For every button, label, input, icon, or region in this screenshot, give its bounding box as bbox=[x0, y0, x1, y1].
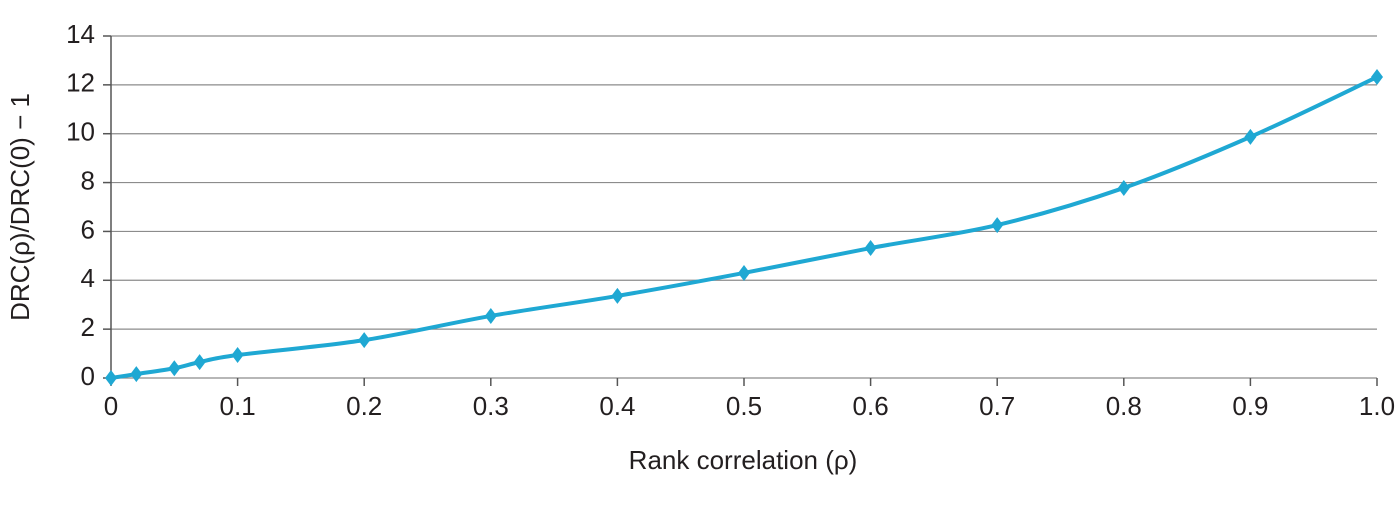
x-tick-label: 0.5 bbox=[726, 391, 762, 421]
line bbox=[110, 75, 1378, 380]
point-marker bbox=[1117, 179, 1130, 196]
x-axis-label: Rank correlation (ρ) bbox=[629, 445, 858, 475]
point-marker bbox=[991, 217, 1004, 234]
point-marker bbox=[738, 264, 750, 281]
point-marker bbox=[611, 287, 624, 304]
point-marker bbox=[168, 360, 181, 377]
y-tick-label: 10 bbox=[66, 117, 95, 147]
point-marker bbox=[105, 370, 117, 386]
x-tick-label: 0.8 bbox=[1106, 391, 1142, 421]
point-marker bbox=[358, 332, 371, 349]
point-marker bbox=[130, 366, 143, 383]
y-tick-label: 2 bbox=[81, 312, 95, 342]
x-tick-label: 0.9 bbox=[1232, 391, 1268, 421]
x-tick-label: 0.1 bbox=[220, 391, 256, 421]
point-marker bbox=[484, 307, 497, 324]
y-tick-label: 14 bbox=[66, 19, 95, 49]
point-marker bbox=[1371, 69, 1383, 86]
y-axis-label: DRC(ρ)/DRC(0) − 1 bbox=[5, 93, 35, 321]
x-tick-label: 0.2 bbox=[346, 391, 382, 421]
point-marker bbox=[864, 240, 877, 257]
point-marker bbox=[231, 347, 244, 364]
x-tick-label: 0.3 bbox=[473, 391, 509, 421]
x-tick-label: 0.6 bbox=[853, 391, 889, 421]
x-tick-label: 0.4 bbox=[599, 391, 635, 421]
y-tick-label: 4 bbox=[81, 263, 95, 293]
y-tick-label: 8 bbox=[81, 165, 95, 195]
point-marker bbox=[1244, 128, 1257, 145]
x-tick-label: 1.0 bbox=[1359, 391, 1395, 421]
point-marker bbox=[193, 354, 206, 371]
y-tick-label: 0 bbox=[81, 361, 95, 391]
x-tick-label: 0 bbox=[104, 391, 118, 421]
y-tick-label: 6 bbox=[81, 214, 95, 244]
y-tick-label: 12 bbox=[66, 68, 95, 98]
x-tick-label: 0.7 bbox=[979, 391, 1015, 421]
